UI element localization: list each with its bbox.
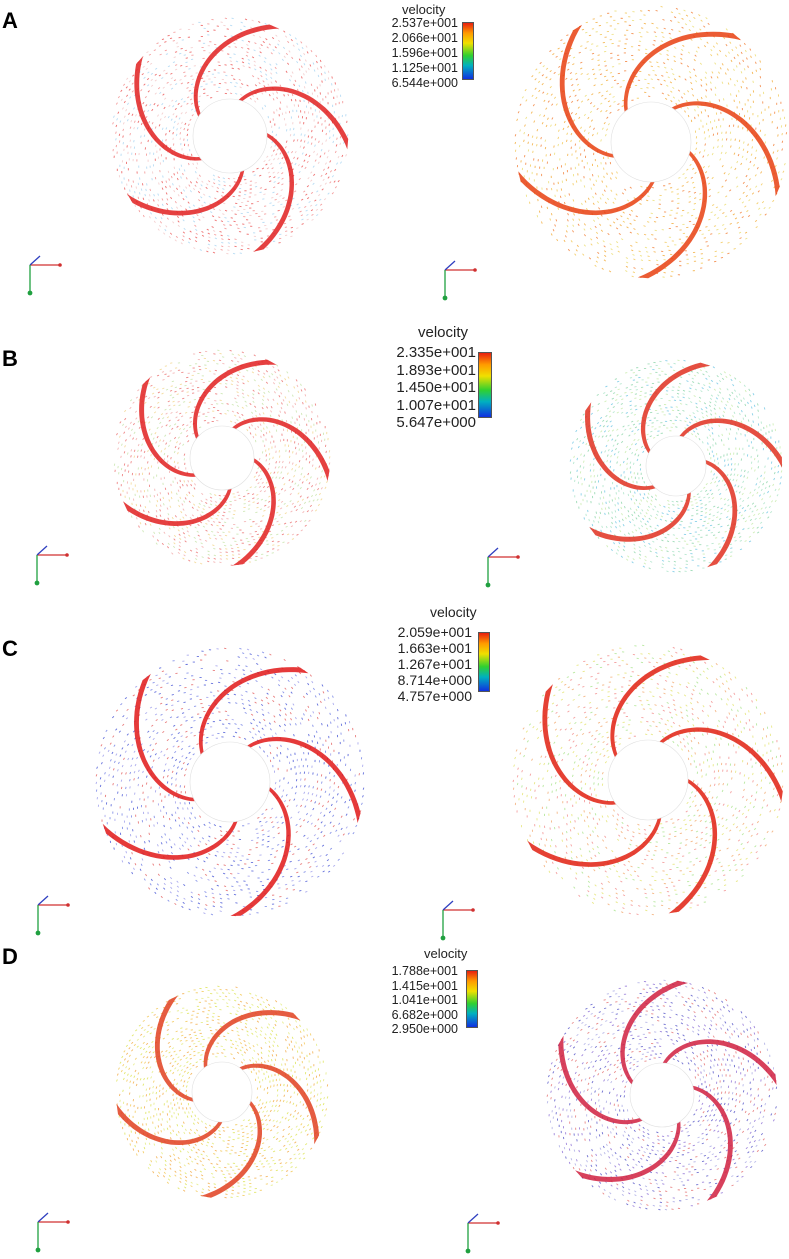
legend-tick: 1.041e+001 xyxy=(391,993,458,1007)
impeller-blade xyxy=(134,673,195,802)
legend-tick: 1.893e+001 xyxy=(396,361,476,379)
legend-tick: 1.125e+001 xyxy=(391,61,458,75)
legend-tick: 2.066e+001 xyxy=(391,31,458,45)
legend-d: velocity 1.788e+001 1.415e+001 1.041e+00… xyxy=(362,946,502,1036)
impeller-blade xyxy=(253,133,294,252)
legend-tick: 2.537e+001 xyxy=(391,16,458,30)
panel-letter-d: D xyxy=(2,944,18,969)
impeller-hub xyxy=(191,1061,253,1123)
legend-title: velocity xyxy=(418,324,469,341)
axis-triad-icon xyxy=(34,545,69,586)
impeller-plot-left xyxy=(112,17,349,255)
legend-c: velocity 2.059e+001 1.663e+001 1.267e+00… xyxy=(368,604,508,704)
impeller-blade xyxy=(232,458,276,566)
axis-triad-icon xyxy=(440,900,475,941)
colorbar xyxy=(478,632,490,692)
legend-tick: 6.544e+000 xyxy=(391,76,458,90)
legend-title: velocity xyxy=(424,946,468,961)
colorbar xyxy=(478,352,492,418)
colorbar xyxy=(466,970,478,1028)
impeller-plot-right xyxy=(514,5,788,279)
impeller-blade xyxy=(659,727,783,802)
impeller-blade xyxy=(200,1100,262,1198)
panel-letter-b: B xyxy=(2,346,18,371)
legend-tick: 5.647e+000 xyxy=(396,414,476,431)
impeller-hub xyxy=(192,98,268,174)
impeller-blade xyxy=(123,488,232,526)
impeller-plot-left xyxy=(95,647,365,917)
axis-triad-icon xyxy=(485,547,520,588)
legend-tick: 1.415e+001 xyxy=(391,978,458,993)
panel-letter-a: A xyxy=(2,8,18,33)
legend-tick: 4.757e+000 xyxy=(397,688,472,704)
impeller-blade xyxy=(198,667,309,755)
panel-letter-c: C xyxy=(2,636,18,661)
impeller-blade xyxy=(127,170,245,216)
impeller-blade xyxy=(527,817,662,867)
impeller-blade xyxy=(116,1103,223,1145)
impeller-plot-right xyxy=(546,979,778,1211)
legend-tick: 8.714e+000 xyxy=(397,672,472,688)
legend-tick: 1.267e+001 xyxy=(397,656,472,672)
vector-field xyxy=(569,359,783,573)
impeller-hub xyxy=(645,435,707,497)
impeller-blade xyxy=(620,980,688,1085)
impeller-plot-right xyxy=(569,359,783,573)
impeller-hub xyxy=(189,741,271,823)
legend-tick: 1.450e+001 xyxy=(396,379,476,396)
impeller-blade xyxy=(705,460,738,568)
impeller-blade xyxy=(203,1010,301,1068)
impeller-blade xyxy=(542,684,617,805)
impeller-blade xyxy=(623,31,742,112)
axis-triad-icon xyxy=(27,255,62,296)
vector-field xyxy=(112,17,349,255)
legend-tick: 1.788e+001 xyxy=(391,964,458,978)
impeller-blade xyxy=(518,171,655,216)
legend-a: velocity 2.537e+001 2.066e+001 1.596e+00… xyxy=(368,0,498,90)
impeller-plot-left xyxy=(116,985,329,1199)
vector-field xyxy=(514,5,788,279)
impeller-blade xyxy=(139,377,196,477)
impeller-blade xyxy=(589,492,691,542)
impeller-hub xyxy=(629,1062,695,1128)
legend-title: velocity xyxy=(402,2,446,17)
legend-tick: 1.007e+001 xyxy=(396,396,476,414)
impeller-blade xyxy=(134,56,202,161)
impeller-blade xyxy=(238,86,349,150)
impeller-hub xyxy=(607,739,689,821)
axis-triad-icon xyxy=(35,1212,70,1253)
legend-tick: 2.950e+000 xyxy=(391,1022,458,1036)
colorbar xyxy=(462,22,474,80)
impeller-blade xyxy=(662,1039,777,1086)
axis-triad-icon xyxy=(465,1213,500,1254)
legend-tick: 1.663e+001 xyxy=(397,640,472,656)
axis-triad-icon xyxy=(35,895,70,936)
impeller-blade xyxy=(692,1085,733,1201)
impeller-blade xyxy=(575,1121,681,1182)
legend-tick: 2.059e+001 xyxy=(397,624,472,640)
impeller-blade xyxy=(102,821,238,860)
impeller-blade xyxy=(559,24,615,158)
impeller-blade xyxy=(585,402,656,490)
impeller-blade xyxy=(232,417,330,482)
impeller-plot-left xyxy=(113,349,331,566)
legend-tick: 1.596e+001 xyxy=(391,46,458,60)
legend-b: velocity 2.335e+001 1.893e+001 1.450e+00… xyxy=(362,322,522,431)
vector-field xyxy=(546,979,778,1211)
legend-tick: 2.335e+001 xyxy=(396,344,476,361)
axis-triad-icon xyxy=(442,260,477,301)
legend-tick: 6.682e+000 xyxy=(391,1007,458,1022)
impeller-hub xyxy=(610,101,692,183)
legend-title: velocity xyxy=(430,604,477,620)
impeller-blade xyxy=(154,995,194,1102)
impeller-plot-right xyxy=(512,644,784,916)
impeller-hub xyxy=(189,425,255,491)
